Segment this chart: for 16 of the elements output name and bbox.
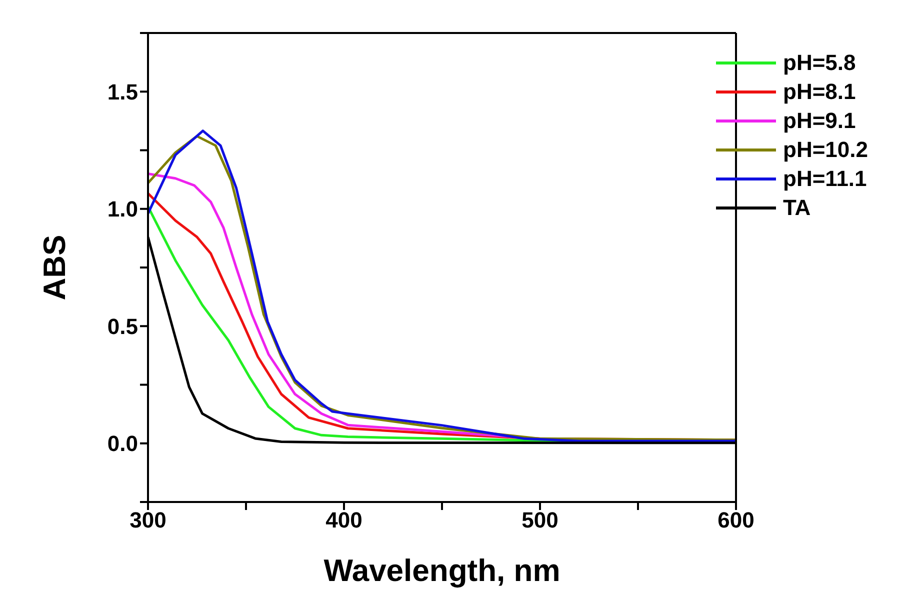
- x-axis-title: Wavelength, nm: [324, 553, 560, 588]
- x-tick-label: 400: [326, 508, 362, 533]
- legend-label: pH=10.2: [783, 136, 868, 164]
- legend-label: TA: [783, 194, 811, 222]
- y-tick-label: 0.0: [107, 431, 138, 456]
- x-tick-label: 600: [718, 508, 754, 533]
- x-tick-label: 500: [522, 508, 558, 533]
- legend-label: pH=8.1: [783, 78, 856, 106]
- y-tick-label: 1.5: [107, 79, 138, 104]
- x-tick-label: 300: [130, 508, 166, 533]
- y-axis-title: ABS: [37, 234, 72, 300]
- y-tick-label: 0.5: [107, 314, 138, 339]
- y-tick-label: 1.0: [107, 196, 138, 222]
- legend-label: pH=5.8: [783, 49, 856, 77]
- legend-label: pH=9.1: [783, 107, 856, 135]
- legend-label: pH=11.1: [783, 165, 867, 193]
